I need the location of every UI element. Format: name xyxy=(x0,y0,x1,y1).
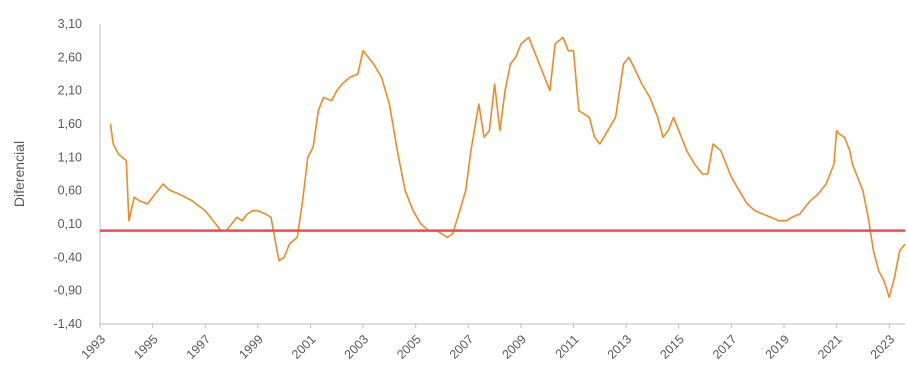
y-tick-label: 2,10 xyxy=(58,84,82,98)
y-tick-label: 2,60 xyxy=(58,50,82,64)
y-tick-label: -0,40 xyxy=(54,250,83,264)
y-tick-label: 0,10 xyxy=(58,217,82,231)
x-tick-label: 2019 xyxy=(763,332,793,362)
y-tick-label: 1,60 xyxy=(58,117,82,131)
x-tick-label: 2009 xyxy=(499,332,529,362)
x-tick-label: 2021 xyxy=(815,332,845,362)
x-tick-label: 2017 xyxy=(710,332,740,362)
x-tick-label: 2005 xyxy=(394,332,424,362)
x-axis-tick-marks xyxy=(99,324,890,328)
x-tick-label: 2015 xyxy=(657,332,687,362)
x-tick-label: 1993 xyxy=(79,332,109,362)
y-tick-label: 1,10 xyxy=(58,150,82,164)
y-tick-label: 0,60 xyxy=(58,184,82,198)
x-tick-label: 2023 xyxy=(868,332,898,362)
y-tick-label: -1,40 xyxy=(54,317,83,331)
y-axis-tick-labels: 3,10 2,60 2,10 1,60 1,10 0,60 0,10 -0,40 -0,90 -1… xyxy=(54,17,83,331)
y-tick-label: 3,10 xyxy=(58,17,82,31)
y-axis-title: Diferencial xyxy=(11,141,27,207)
x-tick-label: 2001 xyxy=(289,332,319,362)
x-tick-label: 2007 xyxy=(447,332,477,362)
x-tick-label: 2013 xyxy=(605,332,635,362)
x-axis-tick-labels: 1993 1995 1997 1999 2001 2003 2005 2007 2009 2011… xyxy=(79,332,898,362)
x-tick-label: 2003 xyxy=(342,332,372,362)
x-tick-label: 1999 xyxy=(236,332,266,362)
series-line xyxy=(109,36,906,299)
x-tick-label: 1997 xyxy=(184,332,214,362)
x-tick-label: 2011 xyxy=(553,332,582,361)
x-tick-label: 1995 xyxy=(131,332,161,362)
y-tick-label: -0,90 xyxy=(54,284,83,298)
